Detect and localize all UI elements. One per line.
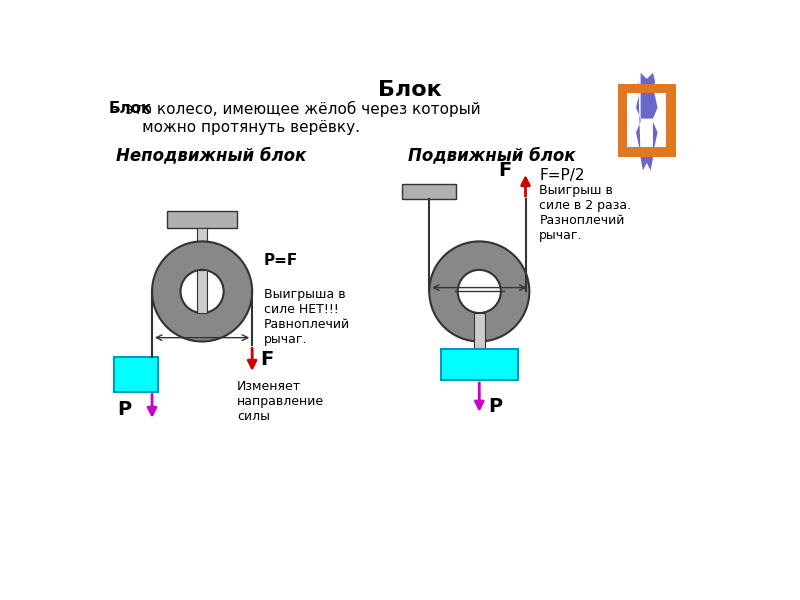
Circle shape [181,270,224,313]
Text: F: F [498,161,512,180]
Text: Выигрыша в
силе НЕТ!!!
Равноплечий
рычаг.: Выигрыша в силе НЕТ!!! Равноплечий рычаг… [264,287,350,346]
Polygon shape [636,73,658,170]
Bar [618,83,627,157]
Bar [114,357,158,392]
Bar [197,270,207,313]
Text: – это колесо, имеющее жёлоб через который
       можно протянуть верёвку.: – это колесо, имеющее жёлоб через которы… [108,101,481,135]
Text: P=F: P=F [264,253,298,268]
Circle shape [430,241,530,341]
Circle shape [458,270,501,313]
Bar [167,211,237,227]
Bar [666,83,676,157]
Text: Выигрыш в
силе в 2 раза.
Разноплечий
рычаг.: Выигрыш в силе в 2 раза. Разноплечий рыч… [539,184,631,242]
Text: Изменяет
направление
силы: Изменяет направление силы [237,380,324,423]
Circle shape [152,241,252,341]
Bar [441,349,518,380]
Text: F: F [260,350,273,369]
Text: P: P [118,400,131,419]
Text: Неподвижный блок: Неподвижный блок [116,146,306,164]
Bar [197,227,207,309]
Text: Блок: Блок [378,80,442,100]
Text: P: P [489,397,502,416]
Bar [627,93,666,148]
Bar [618,148,676,157]
Bar [618,83,676,93]
Text: Блок: Блок [108,101,151,116]
Text: Подвижный блок: Подвижный блок [409,146,576,164]
Text: F=P/2: F=P/2 [539,168,585,183]
Bar [618,83,676,157]
Bar [402,184,456,199]
Bar [474,313,485,349]
